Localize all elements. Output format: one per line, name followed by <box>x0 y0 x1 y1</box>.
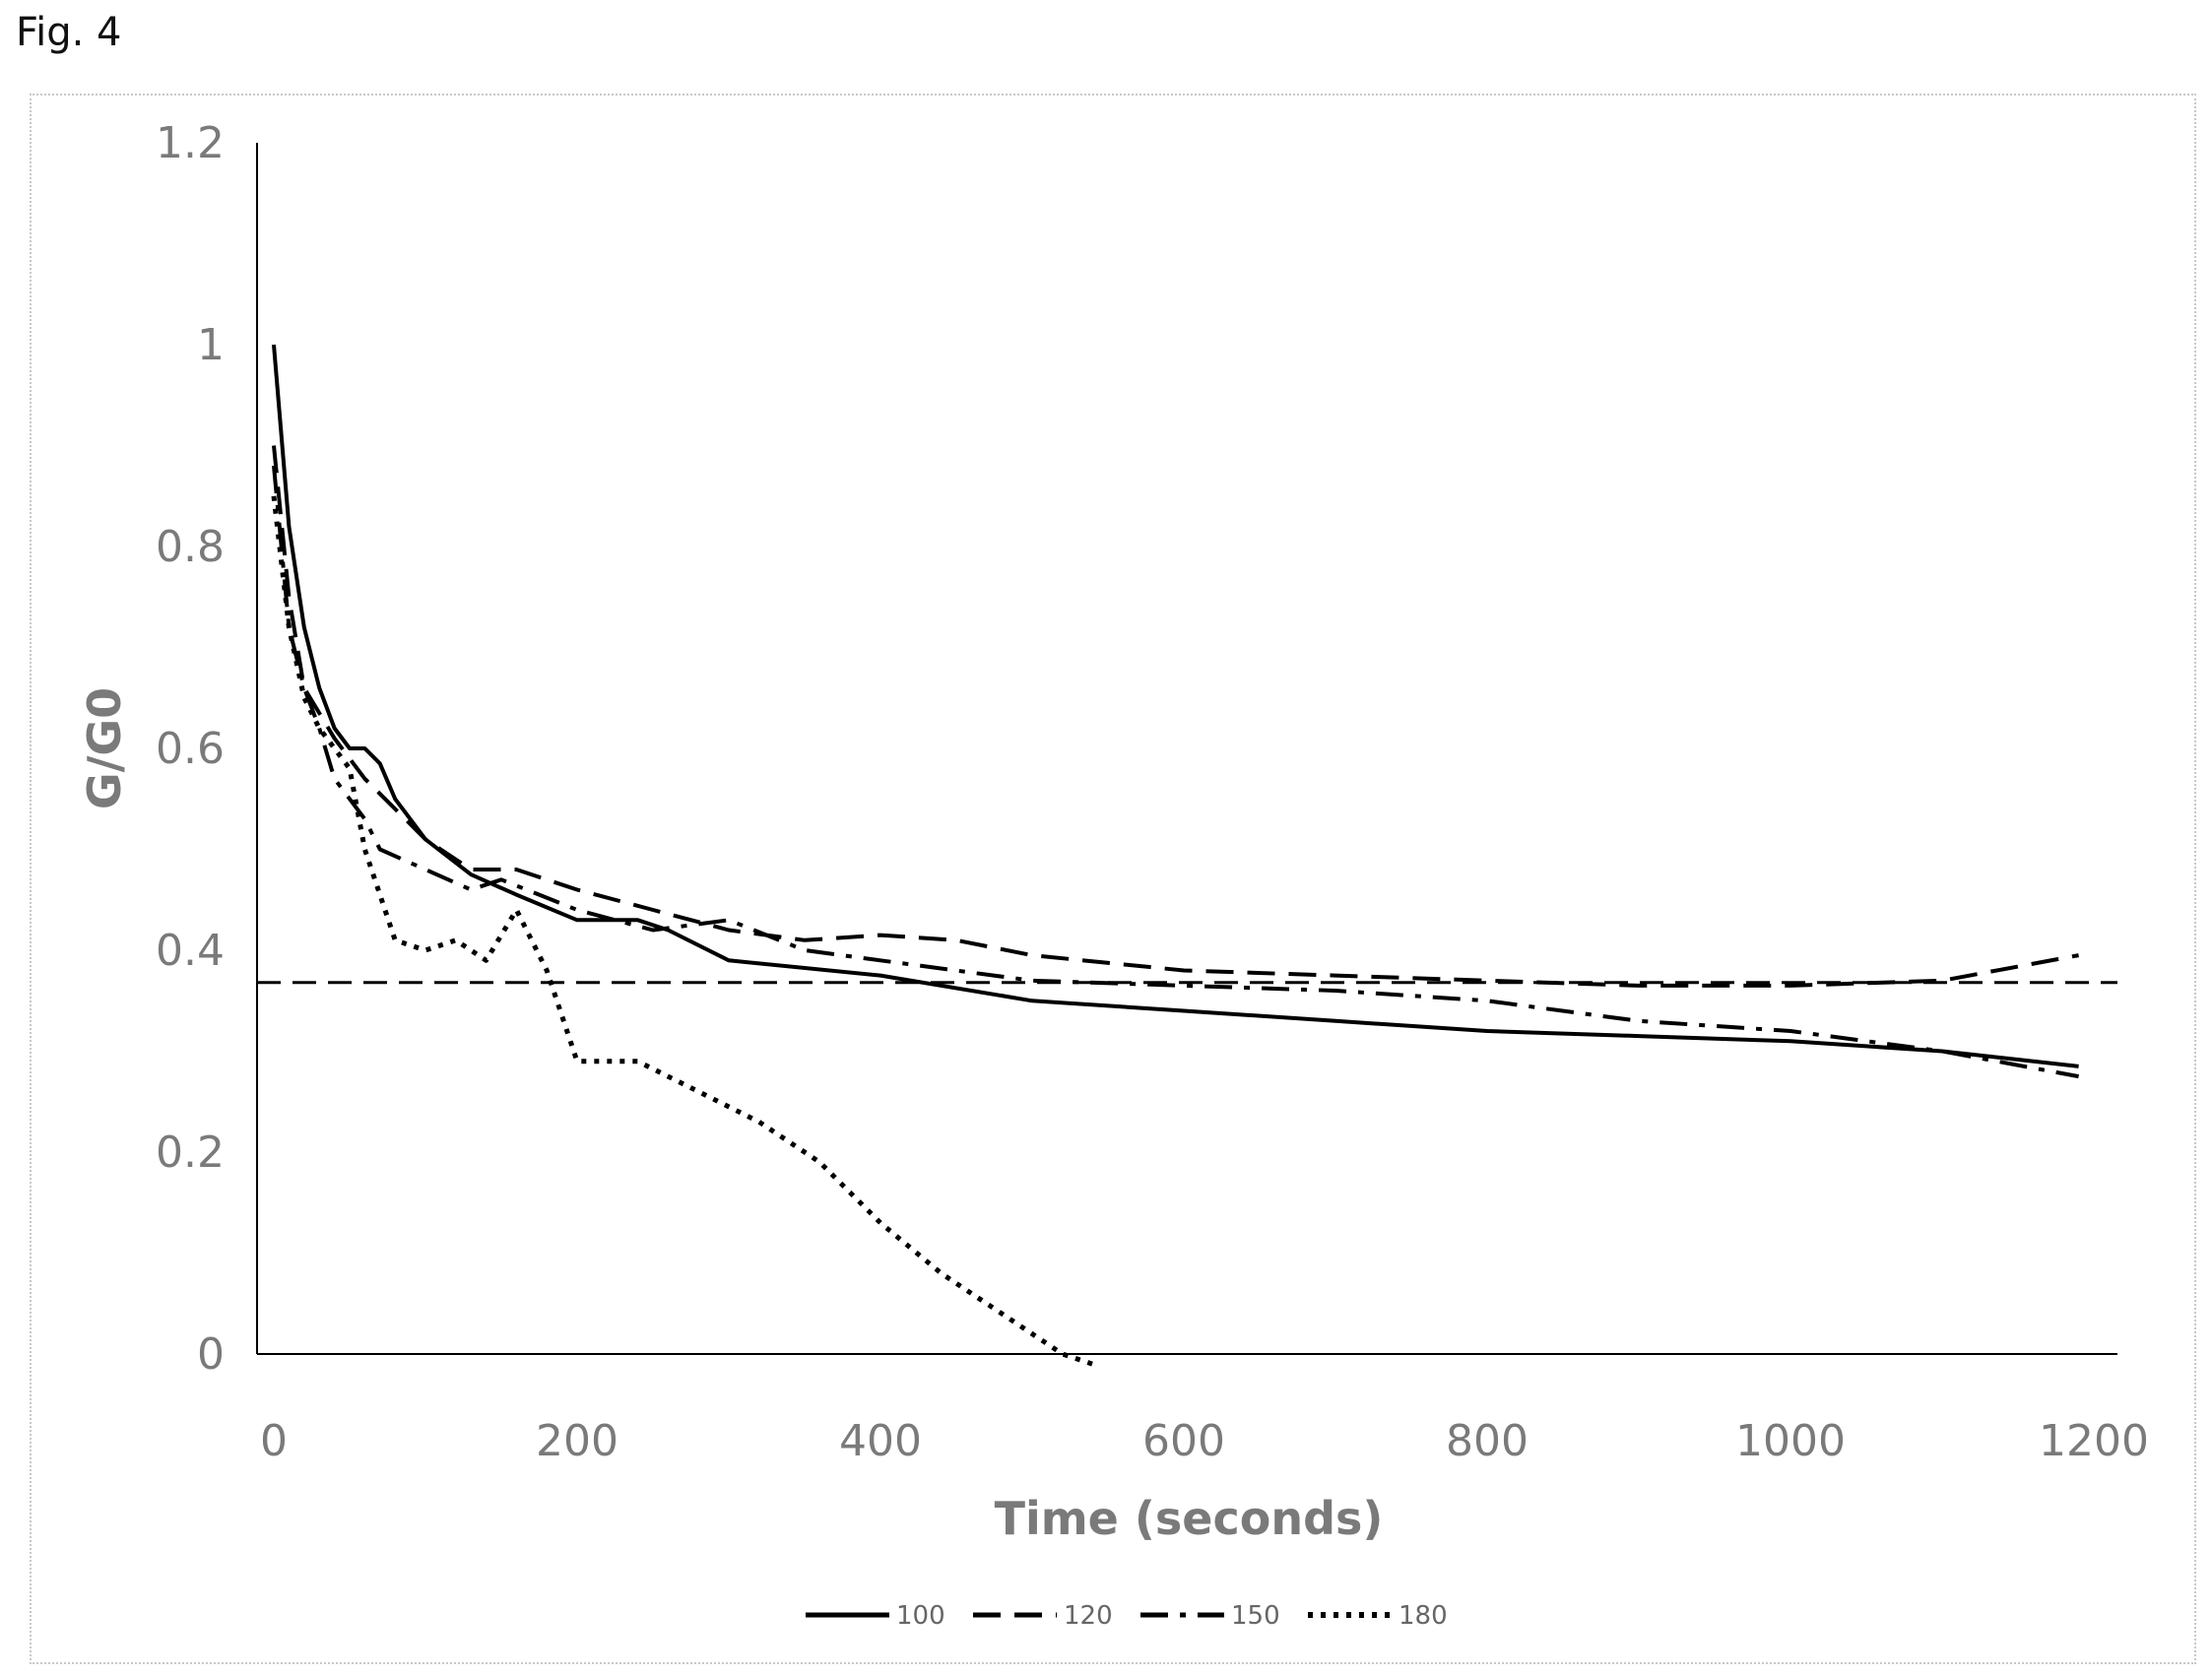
series-line-180 <box>271 495 1094 1367</box>
x-tick-label: 1200 <box>2039 1416 2149 1466</box>
y-tick-label: 0 <box>197 1329 225 1380</box>
x-tick-label: 200 <box>536 1416 618 1466</box>
y-tick-label: 0.6 <box>156 724 225 774</box>
legend-label-100: 100 <box>896 1601 945 1631</box>
y-tick-label: 0.8 <box>156 522 225 572</box>
series-line-100 <box>272 344 2079 1068</box>
x-axis-label: Time (seconds) <box>995 1492 1384 1545</box>
legend-label-150: 150 <box>1231 1601 1280 1631</box>
y-tick-label: 1.2 <box>156 118 225 168</box>
y-axis-label: G/G0 <box>78 687 131 809</box>
legend-label-180: 180 <box>1399 1601 1448 1631</box>
legend: 100 120 150 180 <box>806 1601 1448 1631</box>
series-group <box>257 344 2117 1367</box>
tick-labels: 0 200 400 600 800 1000 1200 0 0.2 0.4 0.6 0.8 1 1.2 <box>156 118 2149 1466</box>
y-tick-label: 0.4 <box>156 926 225 976</box>
chart-frame <box>30 94 2196 1664</box>
x-tick-label: 1000 <box>1735 1416 1846 1466</box>
x-tick-label: 600 <box>1142 1416 1225 1466</box>
series-line-120 <box>272 445 2079 988</box>
x-tick-label: 400 <box>839 1416 922 1466</box>
axes <box>256 143 2117 1355</box>
figure-label: Fig. 4 <box>16 10 122 55</box>
y-tick-label: 0.2 <box>156 1128 225 1178</box>
x-tick-label: 800 <box>1446 1416 1529 1466</box>
legend-label-120: 120 <box>1064 1601 1113 1631</box>
y-tick-label: 1 <box>197 320 225 370</box>
x-tick-label: 0 <box>260 1416 288 1466</box>
series-line-150 <box>272 465 2079 1079</box>
